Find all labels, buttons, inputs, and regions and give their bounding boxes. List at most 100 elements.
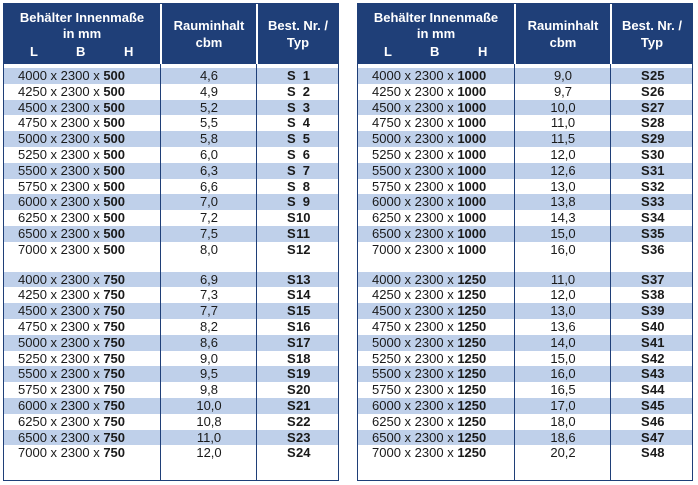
length-value: 6000 — [18, 397, 47, 413]
order-number: 47 — [650, 429, 665, 445]
table-row: 5750 x 2300 x 500 6,6 S 8 — [4, 179, 338, 195]
dimensions-cell: 7000 x 2300 x 1250 — [372, 445, 487, 461]
order-prefix: S — [641, 241, 650, 257]
dimensions-cell: 4750 x 2300 x 750 — [18, 318, 126, 334]
header-dimensions-title: Behälter Innenmaße — [19, 10, 145, 25]
dimensions-cell: 4000 x 2300 x 750 — [18, 271, 126, 287]
dimensions-cell: 5000 x 2300 x 1000 — [372, 131, 487, 147]
order-number: 5 — [302, 131, 310, 147]
order-prefix: S — [641, 146, 650, 162]
volume-cell: 18,0 — [550, 413, 576, 429]
width-value: 2300 — [414, 162, 444, 178]
length-value: 4250 — [18, 287, 47, 303]
height-value: 1250 — [457, 334, 487, 350]
table-row: 5250 x 2300 x 1250 15,0 S 42 — [358, 351, 692, 367]
order-number: 20 — [296, 382, 311, 398]
table-row: 4500 x 2300 x 1250 13,0 S 39 — [358, 303, 692, 319]
order-number: 36 — [650, 241, 665, 257]
dimensions-cell: 6500 x 2300 x 750 — [18, 429, 126, 445]
length-value: 6500 — [372, 429, 401, 445]
dimensions-cell: 5750 x 2300 x 1000 — [372, 178, 487, 194]
table-row: 6500 x 2300 x 1250 18,6 S 47 — [358, 429, 692, 446]
column-divider — [514, 64, 515, 480]
width-value: 2300 — [414, 210, 444, 226]
volume-cell: 6,3 — [199, 162, 219, 178]
width-value: 2300 — [414, 303, 444, 319]
order-number: 10 — [296, 210, 311, 226]
table-row: 5500 x 2300 x 500 6,3 S 7 — [4, 162, 338, 179]
column-divider — [160, 64, 161, 480]
volume-cell: 5,8 — [199, 131, 219, 147]
order-number: 40 — [650, 318, 665, 334]
height-value: 500 — [103, 68, 126, 83]
order-number: 38 — [650, 287, 665, 303]
right-table: Behälter Innenmaße in mm L B H Rauminhal… — [357, 3, 693, 481]
length-value: 4500 — [18, 303, 47, 319]
height-value: 500 — [103, 83, 126, 99]
order-number: 43 — [650, 366, 665, 382]
order-number: 27 — [650, 99, 665, 115]
order-number: 45 — [650, 397, 665, 413]
volume-cell: 6,0 — [199, 146, 219, 162]
header-b: B — [430, 44, 440, 59]
order-number: 9 — [302, 194, 310, 210]
height-value: 1250 — [457, 287, 487, 303]
width-value: 2300 — [60, 225, 90, 241]
height-value: 1000 — [457, 115, 487, 131]
volume-cell: 8,6 — [199, 334, 219, 350]
volume-cell: 10,0 — [550, 99, 576, 115]
volume-cell: 12,0 — [550, 146, 576, 162]
dimensions-cell: 5750 x 2300 x 500 — [18, 178, 126, 194]
order-prefix: S — [287, 115, 296, 131]
height-value: 500 — [103, 194, 126, 210]
header-h: H — [478, 44, 488, 59]
volume-cell: 11,5 — [550, 131, 576, 147]
order-prefix: S — [287, 68, 296, 83]
left-table-body: 4000 x 2300 x 500 4,6 S 1 4250 x 2300 x 500 4… — [4, 68, 338, 461]
order-prefix: S — [641, 68, 650, 83]
length-value: 4500 — [372, 99, 401, 115]
volume-cell: 15,0 — [550, 350, 576, 366]
length-value: 4750 — [372, 115, 401, 131]
dimensions-cell: 6500 x 2300 x 1250 — [372, 429, 487, 445]
order-prefix: S — [641, 83, 650, 99]
length-value: 4750 — [18, 318, 47, 334]
group-spacer — [358, 257, 692, 272]
length-value: 4500 — [372, 303, 401, 319]
volume-cell: 11,0 — [196, 429, 222, 445]
length-value: 5000 — [18, 334, 47, 350]
width-value: 2300 — [60, 303, 90, 319]
width-value: 2300 — [414, 350, 444, 366]
header-dimensions-unit: in mm — [416, 26, 456, 41]
order-prefix: S — [641, 99, 650, 115]
width-value: 2300 — [60, 350, 90, 366]
header-b: B — [76, 44, 86, 59]
order-number: 3 — [302, 99, 310, 115]
volume-cell: 9,7 — [553, 83, 573, 99]
order-number: 21 — [296, 397, 311, 413]
order-number: 15 — [296, 303, 311, 319]
table-row: 5000 x 2300 x 1250 14,0 S 41 — [358, 334, 692, 351]
height-value: 500 — [103, 178, 126, 194]
order-number: 4 — [302, 115, 310, 131]
order-prefix: S — [641, 271, 650, 287]
width-value: 2300 — [60, 382, 90, 398]
header-dimensions-unit: in mm — [62, 26, 102, 41]
dimensions-cell: 7000 x 2300 x 750 — [18, 445, 126, 461]
order-prefix: S — [287, 366, 296, 382]
width-value: 2300 — [414, 99, 444, 115]
width-value: 2300 — [414, 429, 444, 445]
length-value: 5750 — [18, 178, 47, 194]
dimensions-cell: 7000 x 2300 x 500 — [18, 241, 126, 257]
order-prefix: S — [287, 99, 296, 115]
volume-cell: 11,0 — [550, 271, 576, 287]
table-row: 6000 x 2300 x 750 10,0 S 21 — [4, 397, 338, 414]
order-prefix: S — [287, 445, 296, 461]
order-number: 46 — [650, 413, 665, 429]
volume-cell: 17,0 — [550, 397, 576, 413]
table-row: 5500 x 2300 x 1250 16,0 S 43 — [358, 366, 692, 383]
length-value: 4750 — [18, 115, 47, 131]
length-value: 4500 — [18, 99, 47, 115]
order-prefix: S — [287, 210, 296, 226]
order-prefix: S — [287, 382, 296, 398]
